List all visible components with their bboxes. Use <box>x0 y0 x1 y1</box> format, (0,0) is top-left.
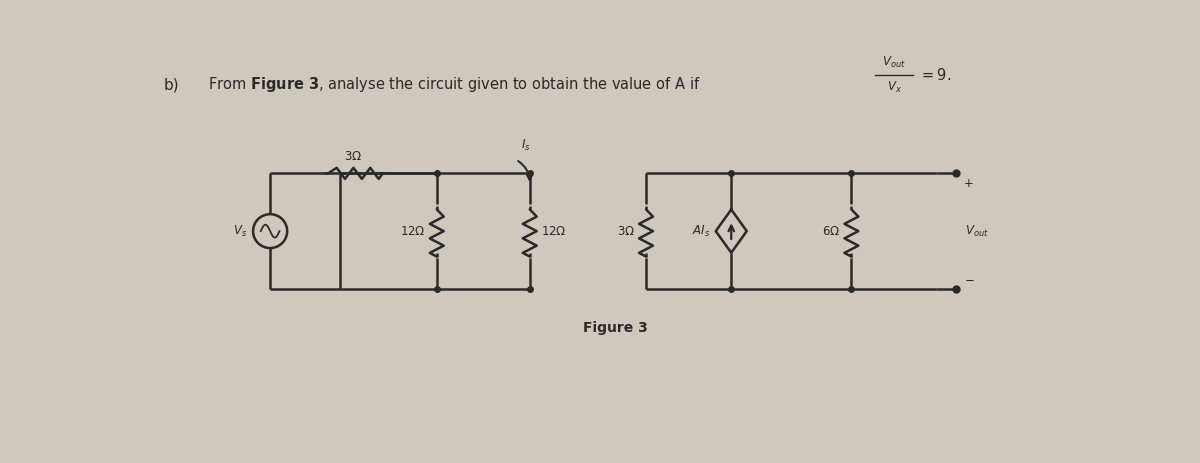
Text: $= 9.$: $= 9.$ <box>919 67 952 83</box>
Text: $I_s$: $I_s$ <box>521 138 530 153</box>
Text: $3\Omega$: $3\Omega$ <box>344 150 362 163</box>
Text: $12\Omega$: $12\Omega$ <box>401 225 426 238</box>
Text: $V_{out}$: $V_{out}$ <box>965 224 989 238</box>
Text: $V_{out}$: $V_{out}$ <box>882 55 906 70</box>
Text: $AI_s$: $AI_s$ <box>692 224 710 238</box>
Text: $6\Omega$: $6\Omega$ <box>822 225 840 238</box>
Text: b): b) <box>164 77 180 92</box>
Text: $-$: $-$ <box>964 272 974 285</box>
Text: $V_s$: $V_s$ <box>233 224 247 238</box>
Text: Figure 3: Figure 3 <box>583 321 647 335</box>
Text: +: + <box>964 177 973 190</box>
Text: $3\Omega$: $3\Omega$ <box>617 225 635 238</box>
Text: $V_x$: $V_x$ <box>887 80 901 94</box>
Text: From $\mathbf{Figure\ 3}$, analyse the circuit given to obtain the value of A if: From $\mathbf{Figure\ 3}$, analyse the c… <box>208 75 701 94</box>
Text: $12\Omega$: $12\Omega$ <box>541 225 566 238</box>
